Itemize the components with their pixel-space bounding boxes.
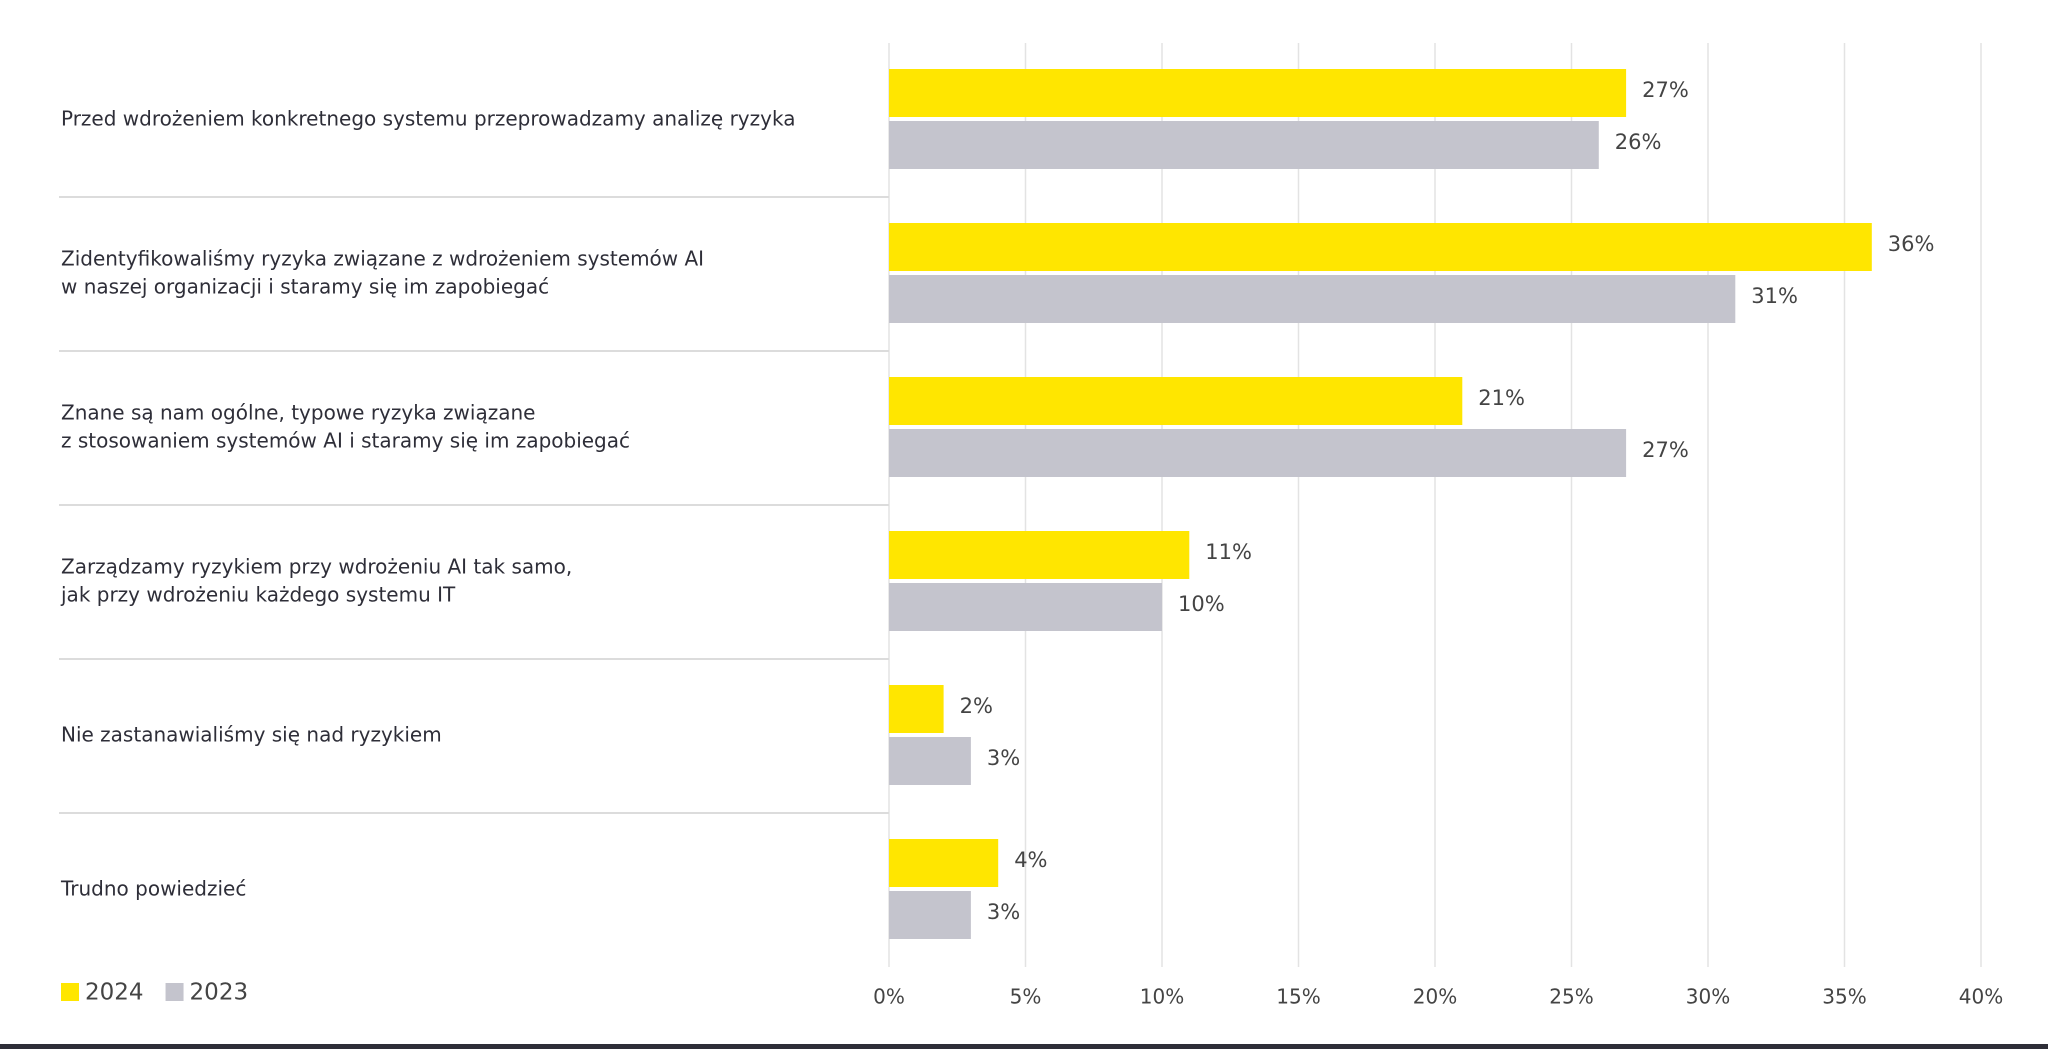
legend-label: 2023 [190, 980, 249, 1006]
bar [889, 737, 971, 785]
category-label: z stosowaniem systemów AI i staramy się … [61, 429, 630, 453]
x-tick-label: 10% [1140, 985, 1184, 1009]
bar [889, 583, 1162, 631]
bar [889, 275, 1736, 323]
value-label: 21% [1478, 386, 1525, 410]
bar [889, 429, 1627, 477]
x-tick-label: 20% [1413, 985, 1457, 1009]
value-label: 4% [1014, 848, 1047, 872]
value-label: 11% [1205, 540, 1252, 564]
category-label: jak przy wdrożeniu każdego systemu IT [60, 583, 456, 607]
bar [889, 223, 1872, 271]
x-tick-label: 0% [873, 985, 905, 1009]
category-label: Trudno powiedzieć [60, 877, 246, 901]
x-tick-label: 35% [1822, 985, 1866, 1009]
value-label: 31% [1751, 284, 1798, 308]
bottom-border [0, 1044, 2048, 1049]
bar [889, 685, 944, 733]
category-label: Zarządzamy ryzykiem przy wdrożeniu AI ta… [61, 555, 572, 579]
bar [889, 891, 971, 939]
value-label: 3% [987, 746, 1020, 770]
value-label: 27% [1642, 438, 1689, 462]
legend-swatch [61, 983, 79, 1001]
value-label: 10% [1178, 592, 1225, 616]
category-label: Zidentyfikowaliśmy ryzyka związane z wdr… [61, 247, 704, 271]
category-label: Nie zastanawialiśmy się nad ryzykiem [61, 723, 442, 747]
bar [889, 377, 1463, 425]
bar [889, 121, 1599, 169]
category-label: Znane są nam ogólne, typowe ryzyka związ… [61, 401, 535, 425]
x-tick-label: 30% [1686, 985, 1730, 1009]
x-tick-label: 15% [1276, 985, 1320, 1009]
value-label: 26% [1615, 130, 1662, 154]
x-tick-label: 40% [1959, 985, 2003, 1009]
value-label: 2% [960, 694, 993, 718]
value-label: 36% [1888, 232, 1935, 256]
category-label: w naszej organizacji i staramy się im za… [61, 275, 549, 299]
x-tick-label: 5% [1010, 985, 1042, 1009]
legend-swatch [165, 983, 184, 1001]
category-label: Przed wdrożeniem konkretnego systemu prz… [61, 107, 795, 131]
x-tick-label: 25% [1549, 985, 1593, 1009]
legend-label: 2024 [85, 980, 144, 1006]
value-label: 3% [987, 900, 1020, 924]
bar [889, 531, 1190, 579]
value-label: 27% [1642, 78, 1689, 102]
bar [889, 839, 999, 887]
bar [889, 69, 1627, 117]
